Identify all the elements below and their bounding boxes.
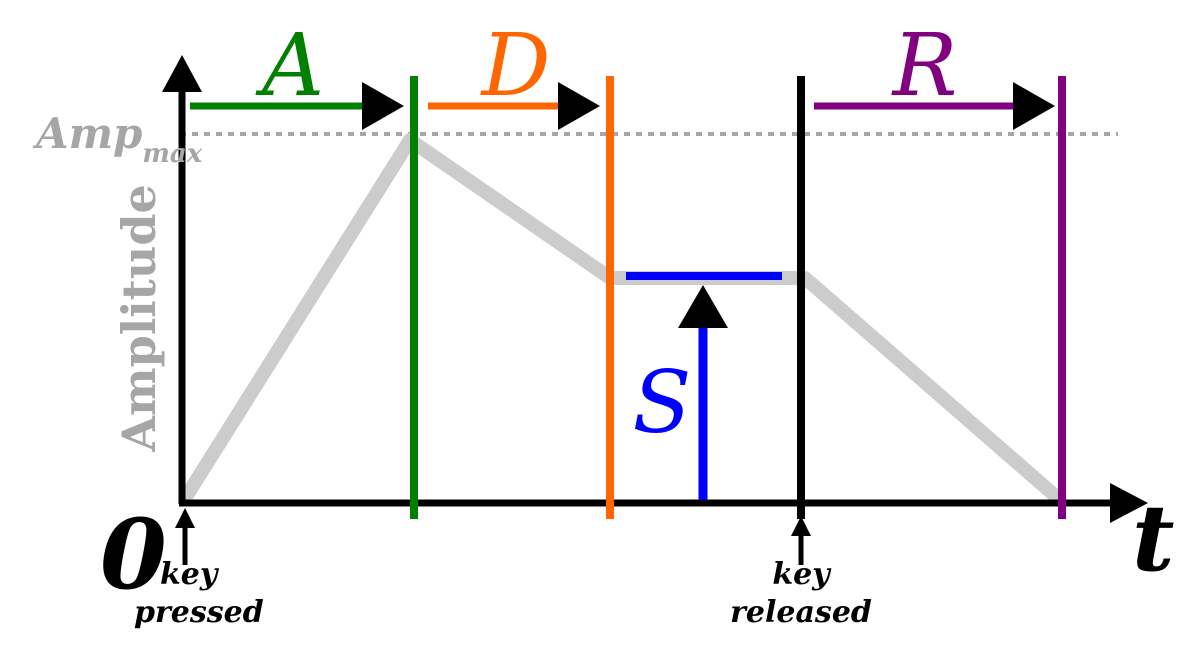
y-axis-label: Amplitude [112, 184, 166, 453]
decay-arrowhead [558, 82, 600, 130]
envelope-curve [178, 133, 1065, 506]
sustain-arrowhead [678, 285, 728, 328]
decay-label: D [480, 16, 551, 116]
y-axis-arrowhead [162, 55, 202, 92]
amp-max-label: Ampmax [32, 109, 203, 169]
x-axis-label: t [1132, 484, 1175, 592]
release-label: R [891, 16, 958, 116]
release-arrowhead [1013, 82, 1055, 130]
origin-label: 0 [100, 498, 167, 611]
attack-arrowhead [362, 82, 404, 130]
sustain-label: S [633, 353, 692, 453]
x-axis-arrowhead [1110, 483, 1148, 523]
key-released-arrowhead [791, 516, 811, 536]
attack-label: A [255, 16, 324, 116]
key-released-line1: key [772, 557, 832, 592]
key-pressed-line1: key [160, 557, 220, 592]
key-released-line2: released [730, 595, 872, 630]
key-pressed-line2: pressed [134, 595, 264, 630]
amp-max-base: Amp [32, 109, 142, 158]
key-pressed-arrowhead [175, 508, 195, 528]
amp-max-subscript: max [142, 139, 202, 169]
